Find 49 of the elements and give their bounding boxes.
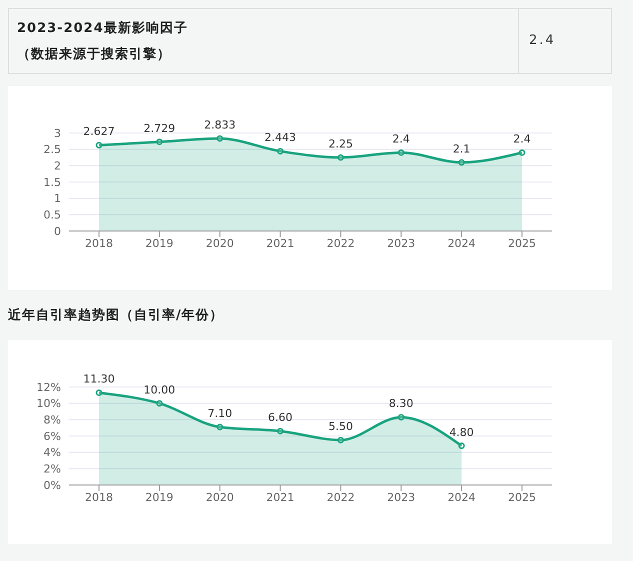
text: （数据来源于搜索引擎） [17,46,172,63]
x-tick-label: 2018 [85,236,113,250]
data-label: 11.30 [83,372,115,386]
y-tick-label: 2% [44,462,61,476]
x-tick-label: 2022 [326,490,355,504]
text: 2.4 [529,33,556,48]
x-tick-label: 2024 [448,490,476,504]
data-label: 4.80 [449,426,474,439]
data-label: 2.4 [392,132,410,146]
y-tick-label: 10% [36,397,61,410]
y-tick-label: 2.5 [44,143,61,156]
data-label: 2.1 [452,142,470,156]
x-tick-label: 2021 [266,490,294,504]
data-label: 5.50 [328,420,353,434]
data-label: 7.10 [208,407,232,420]
y-tick-label: 2 [54,160,61,173]
x-tick-label: 2025 [508,490,536,504]
y-tick-label: 0 [54,224,61,238]
x-tick-label: 2019 [145,490,174,504]
y-tick-label: 8% [44,414,61,427]
data-label: 10.00 [144,383,176,396]
data-label: 2.627 [83,125,115,138]
y-tick-label: 0% [44,478,61,492]
x-tick-label: 2020 [206,490,234,504]
x-tick-label: 2018 [85,490,113,504]
data-label: 2.729 [144,122,176,135]
text: 2023-2024最新影响因子 [17,20,189,37]
x-tick-label: 2021 [266,236,294,250]
data-label: 2.25 [328,138,353,150]
data-label: 2.4 [513,132,531,146]
y-tick-label: 3 [54,126,61,140]
y-tick-label: 6% [44,430,61,443]
data-label: 2.833 [204,118,236,132]
x-tick-label: 2024 [448,236,476,250]
data-label: 6.60 [268,411,293,424]
y-tick-label: 1 [54,192,61,206]
x-tick-label: 2023 [387,236,416,250]
y-tick-label: 4% [44,446,61,460]
x-tick-label: 2019 [145,236,174,250]
x-tick-label: 2023 [387,490,416,504]
y-tick-label: 0.5 [44,208,61,222]
x-tick-label: 2025 [508,236,536,250]
data-label: 8.30 [388,397,414,410]
y-tick-label: 12% [36,380,61,394]
chart-title: 近年自引率趋势图（自引率/年份） [8,306,225,325]
x-tick-label: 2022 [326,236,355,250]
data-label: 2.443 [264,131,296,144]
x-tick-label: 2020 [206,236,234,250]
y-tick-label: 1.5 [44,176,61,189]
